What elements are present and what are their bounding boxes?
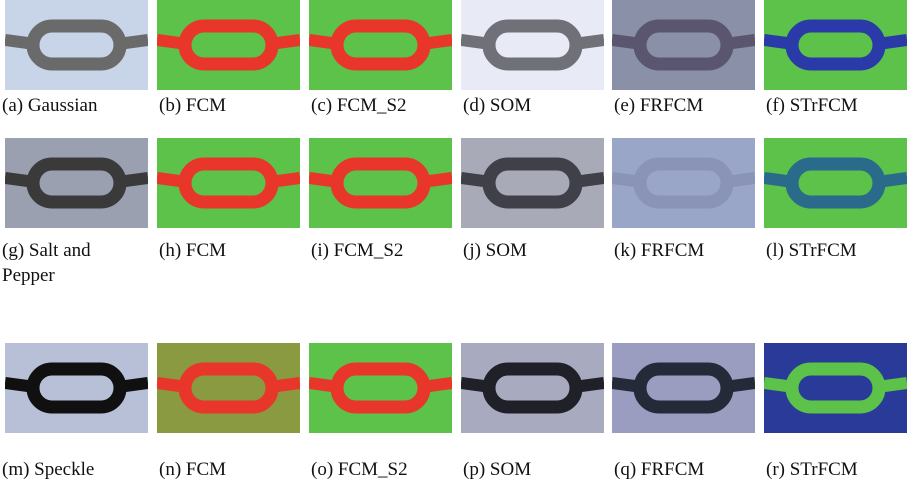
- caption: (k) FRFCM: [614, 238, 765, 263]
- caption: (n) FCM: [159, 457, 310, 482]
- caption: (j) SOM: [463, 238, 614, 263]
- caption: (q) FRFCM: [614, 457, 765, 482]
- panel-image: [157, 138, 300, 228]
- panel-image: [309, 138, 452, 228]
- caption: (g) Salt and Pepper: [2, 238, 147, 288]
- panel-image: [612, 0, 755, 90]
- panel-image: [5, 0, 148, 90]
- panel-image: [157, 0, 300, 90]
- caption: (p) SOM: [463, 457, 614, 482]
- panel-image: [309, 0, 452, 90]
- panel-image: [5, 343, 148, 433]
- panel-image: [612, 343, 755, 433]
- caption: (m) Speckle: [2, 457, 147, 482]
- panel-image: [764, 138, 907, 228]
- caption: (d) SOM: [463, 93, 614, 118]
- panel-image: [764, 0, 907, 90]
- panel-image: [461, 343, 604, 433]
- panel-image: [764, 343, 907, 433]
- caption: (r) STrFCM: [766, 457, 907, 482]
- panel-image: [612, 138, 755, 228]
- caption: (f) STrFCM: [766, 93, 907, 118]
- caption: (e) FRFCM: [614, 93, 765, 118]
- panel-image: [309, 343, 452, 433]
- panel-image: [5, 138, 148, 228]
- panel-image: [461, 0, 604, 90]
- caption: (c) FCM_S2: [311, 93, 462, 118]
- caption: (o) FCM_S2: [311, 457, 462, 482]
- caption: (b) FCM: [159, 93, 310, 118]
- panel-image: [157, 343, 300, 433]
- caption: (l) STrFCM: [766, 238, 907, 263]
- caption: (a) Gaussian: [2, 93, 147, 118]
- caption: (i) FCM_S2: [311, 238, 462, 263]
- caption: (h) FCM: [159, 238, 310, 263]
- figure: (a) Gaussian (b) FCM(c) FCM_S2(d) SOM(e) …: [0, 0, 907, 493]
- panel-image: [461, 138, 604, 228]
